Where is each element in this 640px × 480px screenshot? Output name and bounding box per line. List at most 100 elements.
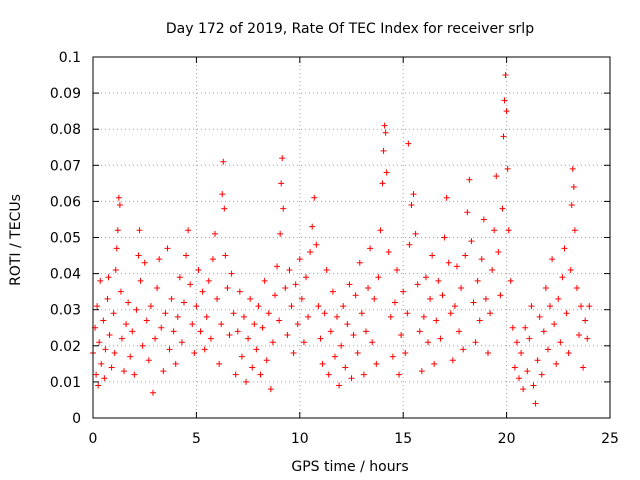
data-point (149, 389, 156, 396)
data-point (255, 303, 262, 310)
x-tick-labels: 0 5 10 15 20 25 (89, 431, 619, 447)
data-point (487, 310, 494, 317)
data-point (482, 295, 489, 302)
data-point (456, 328, 463, 335)
data-point (189, 321, 196, 328)
data-point (402, 350, 409, 357)
data-point (226, 331, 233, 338)
data-point (346, 281, 353, 288)
data-point (383, 169, 390, 176)
data-point (342, 364, 349, 371)
data-point (116, 202, 123, 209)
data-point (259, 324, 266, 331)
data-point (334, 313, 341, 320)
data-point (110, 310, 117, 317)
data-point (365, 285, 372, 292)
data-point (131, 371, 138, 378)
data-point (323, 266, 330, 273)
data-point (524, 368, 531, 375)
data-point (582, 317, 589, 324)
data-point (371, 295, 378, 302)
data-point (528, 303, 535, 310)
x-tick-label: 0 (89, 431, 98, 447)
data-point (147, 303, 154, 310)
y-tick-label: 0.01 (50, 375, 81, 391)
data-point (187, 281, 194, 288)
data-point (437, 335, 444, 342)
data-point (277, 230, 284, 237)
data-point (414, 281, 421, 288)
data-point (216, 360, 223, 367)
data-point (329, 288, 336, 295)
data-point (243, 378, 250, 385)
data-point (127, 353, 134, 360)
data-point (311, 194, 318, 201)
data-point (325, 371, 332, 378)
grid-lines (93, 57, 610, 418)
data-point (230, 310, 237, 317)
data-point (111, 350, 118, 357)
data-point (462, 252, 469, 259)
data-point (478, 256, 485, 263)
data-point (193, 303, 200, 310)
data-point (112, 266, 119, 273)
data-point (100, 317, 107, 324)
data-point (476, 317, 483, 324)
data-point (303, 274, 310, 281)
data-point (542, 285, 549, 292)
data-point (571, 227, 578, 234)
data-point (141, 259, 148, 266)
data-point (261, 277, 268, 284)
data-point (387, 313, 394, 320)
data-point (472, 339, 479, 346)
data-point (507, 277, 514, 284)
data-point (238, 353, 245, 360)
data-point (466, 176, 473, 183)
data-point (538, 371, 545, 378)
data-point (561, 245, 568, 252)
data-point (164, 245, 171, 252)
data-point (569, 165, 576, 172)
data-point (102, 346, 109, 353)
data-point (288, 303, 295, 310)
data-point (168, 295, 175, 302)
data-point (143, 317, 150, 324)
data-point (389, 353, 396, 360)
data-point (101, 375, 108, 382)
data-point (396, 371, 403, 378)
data-point (133, 306, 140, 313)
data-point (106, 331, 113, 338)
data-point (219, 191, 226, 198)
x-axis-label: GPS time / hours (291, 459, 408, 475)
data-point (367, 245, 374, 252)
data-point (385, 248, 392, 255)
data-point (185, 227, 192, 234)
y-tick-label: 0.07 (50, 158, 81, 174)
data-point (284, 331, 291, 338)
data-point (563, 310, 570, 317)
data-point (267, 386, 274, 393)
data-point (575, 331, 582, 338)
data-point (152, 335, 159, 342)
data-point (354, 350, 361, 357)
y-tick-label: 0.02 (50, 339, 81, 355)
data-point (502, 72, 509, 79)
data-point (565, 350, 572, 357)
data-point (125, 299, 132, 306)
data-point (362, 328, 369, 335)
data-point (222, 252, 229, 259)
data-point (96, 339, 103, 346)
data-point (160, 368, 167, 375)
data-point (114, 227, 121, 234)
data-point (433, 317, 440, 324)
data-point (501, 97, 508, 104)
data-point (429, 252, 436, 259)
data-point (497, 292, 504, 299)
data-point (129, 328, 136, 335)
y-tick-label: 0 (72, 411, 81, 427)
data-point (418, 368, 425, 375)
data-point (245, 335, 252, 342)
data-point (98, 360, 105, 367)
data-point (500, 133, 507, 140)
data-point (290, 350, 297, 357)
